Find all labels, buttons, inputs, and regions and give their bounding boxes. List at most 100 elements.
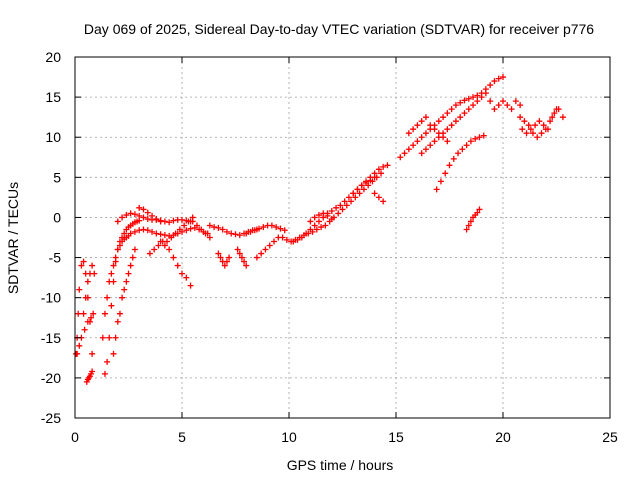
data-point [294,236,301,243]
data-point [529,130,536,137]
data-point [116,242,123,249]
series-arc-29 [482,90,524,113]
data-point [333,204,340,211]
y-tick-label: -15 [41,330,61,346]
y-tick-label: 5 [53,169,61,185]
data-point [273,224,280,231]
data-point [193,222,200,229]
data-point [140,206,147,213]
data-point [427,142,434,149]
data-point [549,114,556,121]
data-point [106,334,113,341]
data-point [75,310,82,317]
data-point [90,310,97,317]
data-point [452,102,459,109]
data-point [523,130,530,137]
data-point [223,228,230,235]
data-point [536,118,543,125]
data-point [474,92,481,99]
data-point [467,138,474,145]
data-point [517,102,524,109]
data-point [433,186,440,193]
data-point [444,138,451,145]
data-point [371,170,378,177]
x-tick-label: 15 [388,429,404,445]
data-point [414,122,421,129]
data-point [335,210,342,217]
data-point [553,106,560,113]
data-point [181,222,188,229]
data-point [223,258,230,265]
data-point [298,234,305,241]
y-tick-label: -10 [41,290,61,306]
data-point [341,198,348,205]
data-point [307,218,314,225]
series-arc-31 [519,106,560,137]
data-point [527,126,534,133]
data-point [131,246,138,253]
data-point [521,118,528,125]
data-point [112,254,119,261]
data-point [108,302,115,309]
y-axis-label: SDTVAR / TECUs [5,182,21,294]
series-arc-07 [110,246,138,357]
data-point [371,190,378,197]
data-point [534,134,541,141]
data-point [559,114,566,121]
data-point [465,95,472,102]
data-point [123,278,130,285]
data-point [437,178,444,185]
x-tick-label: 10 [281,429,297,445]
series-arc-18 [253,234,282,261]
y-tick-label: -20 [41,370,61,386]
data-point [448,122,455,129]
data-point [219,226,226,233]
data-point [104,294,111,301]
data-point [350,190,357,197]
data-point [89,368,96,375]
data-point [121,286,128,293]
data-point [427,122,434,129]
data-point [470,102,477,109]
data-point [253,254,260,261]
data-point [465,222,472,229]
data-point [121,230,128,237]
data-point [375,194,382,201]
data-point [512,98,519,105]
data-point [76,342,83,349]
x-tick-label: 20 [495,429,511,445]
y-tick-label: 0 [53,209,61,225]
data-point [328,216,335,223]
data-point [461,97,468,104]
data-point [101,310,108,317]
data-point [532,122,539,129]
data-point [508,106,515,113]
data-point [198,226,205,233]
data-point [337,202,344,209]
data-point [313,226,320,233]
data-point [474,98,481,105]
data-point [384,162,391,169]
data-point [155,242,162,249]
series-arc-16 [234,246,250,269]
data-point [80,310,87,317]
data-point [82,294,89,301]
data-point [215,250,222,257]
data-point [367,174,374,181]
data-point [106,278,113,285]
data-point [525,122,532,129]
data-point [157,218,164,225]
data-point [271,238,278,245]
data-point [487,98,494,105]
data-point [119,214,126,221]
series-arc-04 [83,368,96,385]
data-point [495,102,502,109]
data-point [123,212,130,219]
data-point [101,370,108,377]
data-point [540,122,547,129]
data-point [243,230,250,237]
data-point [450,155,457,162]
series-arc-09 [127,224,211,239]
data-point [461,110,468,117]
